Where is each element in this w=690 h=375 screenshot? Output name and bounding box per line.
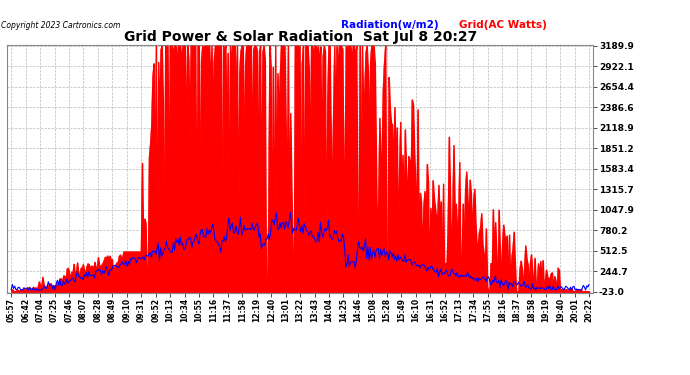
Text: Grid(AC Watts): Grid(AC Watts) — [458, 20, 546, 30]
Title: Grid Power & Solar Radiation  Sat Jul 8 20:27: Grid Power & Solar Radiation Sat Jul 8 2… — [124, 30, 477, 44]
Text: Copyright 2023 Cartronics.com: Copyright 2023 Cartronics.com — [1, 21, 121, 30]
Text: Radiation(w/m2): Radiation(w/m2) — [341, 20, 439, 30]
